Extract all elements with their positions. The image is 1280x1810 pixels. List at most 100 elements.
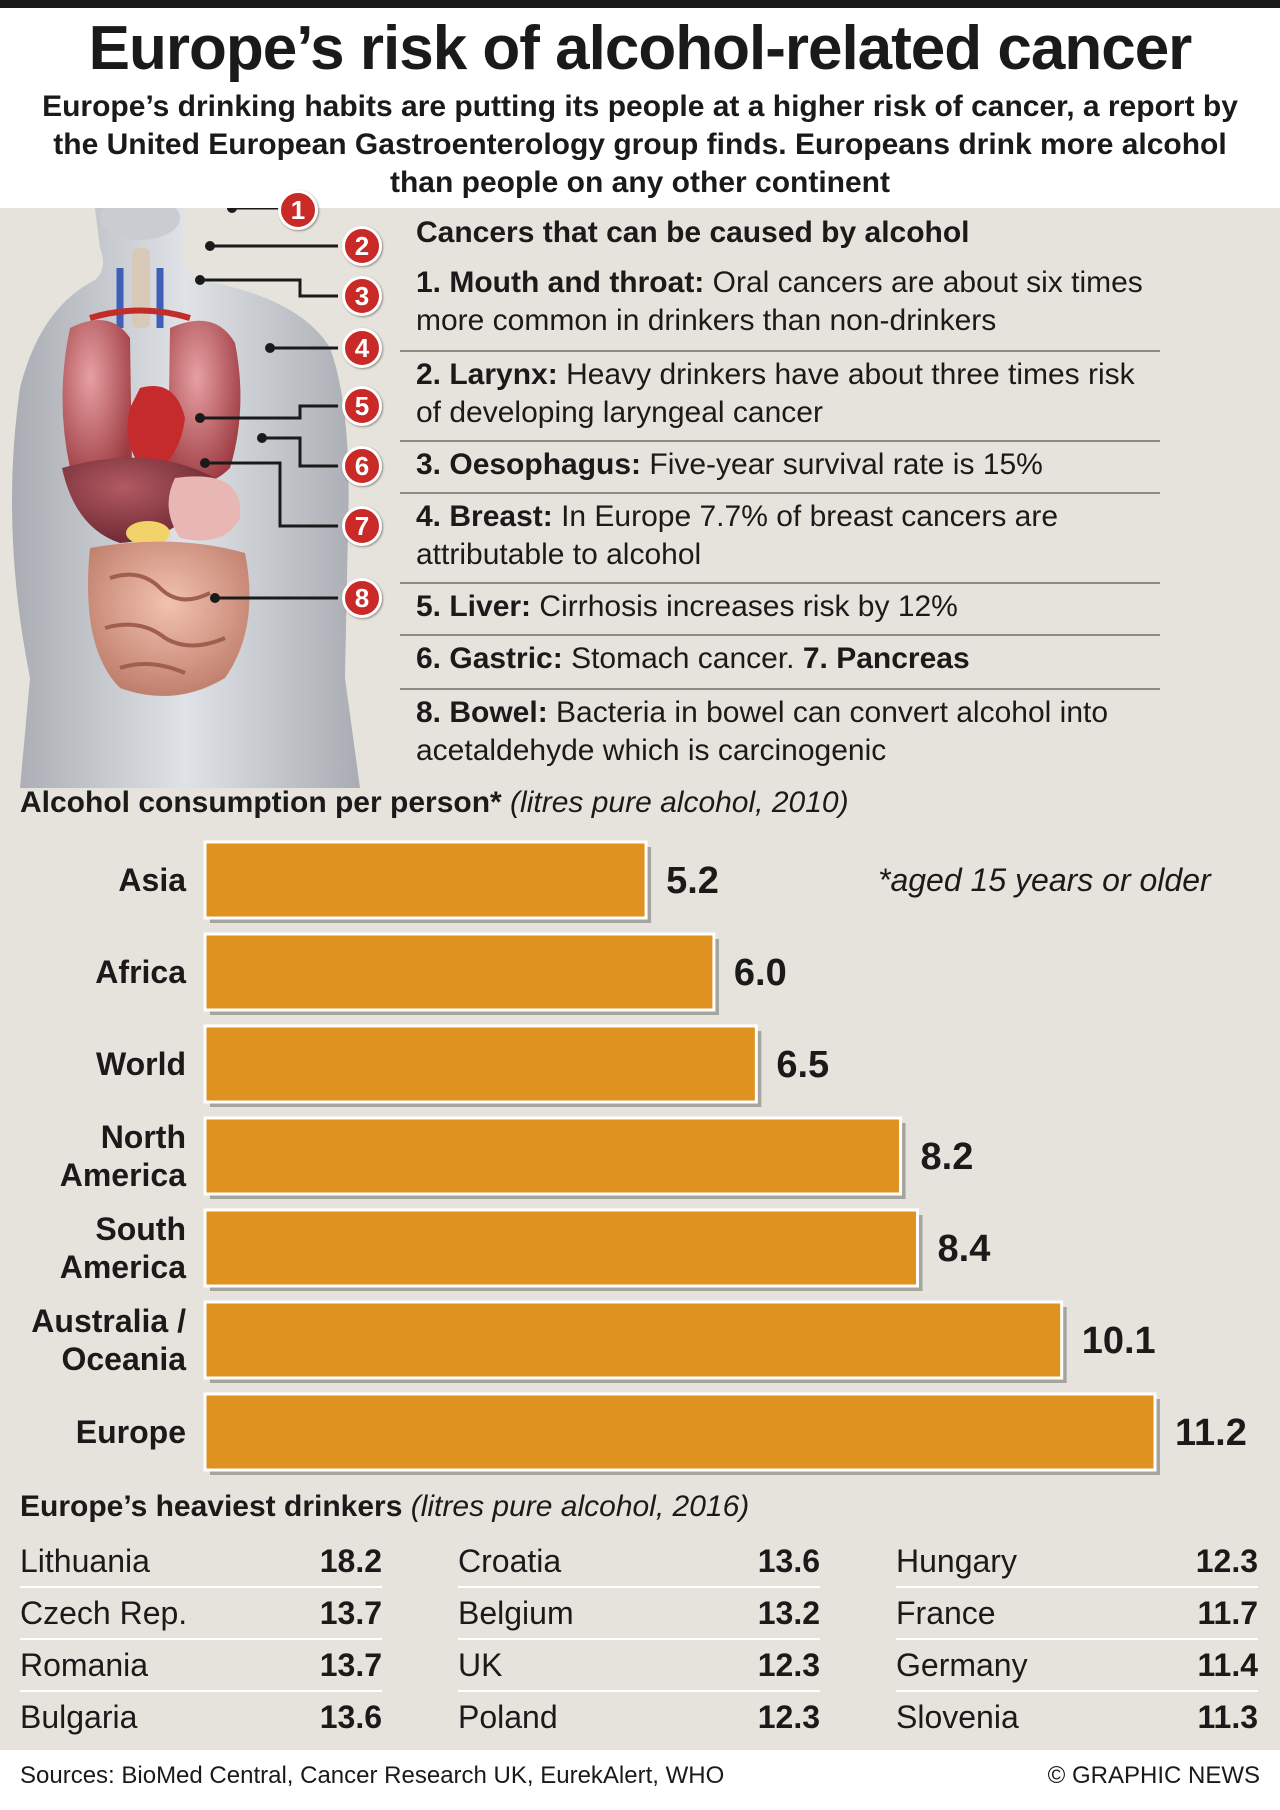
country-value: 13.6: [319, 1699, 382, 1735]
cancer-label: 3. Oesophagus:: [416, 448, 642, 481]
drinkers-column-1: Lithuania 18.2 Czech Rep. 13.7 Romania 13.7…: [20, 1536, 382, 1744]
cancer-item-breast: 4. Breast: In Europe 7.7% of breast canc…: [400, 498, 1160, 584]
marker-2: 2: [342, 226, 382, 266]
chart-footnote: *aged 15 years or older: [878, 862, 1211, 898]
body-figure: [12, 196, 360, 788]
category-label: Europe: [76, 1414, 186, 1450]
category-label: America: [60, 1249, 187, 1285]
marker-7: 7: [342, 506, 382, 546]
cancer-label: 5. Liver:: [416, 590, 532, 623]
country-name: Lithuania: [20, 1543, 150, 1579]
country-name: Belgium: [458, 1595, 574, 1631]
marker-4: 4: [342, 328, 382, 368]
table-units: (litres pure alcohol, 2016): [410, 1490, 750, 1523]
cancer-item-larynx: 2. Larynx: Heavy drinkers have about thr…: [400, 356, 1160, 442]
chart-units: (litres pure alcohol, 2010): [510, 786, 849, 819]
page-title: Europe’s risk of alcohol-related cancer: [88, 14, 1193, 83]
bar-value-label: 6.5: [776, 1044, 829, 1086]
bar-value-label: 11.2: [1175, 1412, 1247, 1454]
cancer-item-bowel: 8. Bowel: Bacteria in bowel can convert …: [400, 694, 1160, 780]
cancer-item-mouth: 1. Mouth and throat: Oral cancers are ab…: [400, 264, 1160, 352]
country-name: Slovenia: [896, 1699, 1019, 1735]
marker-1: 1: [278, 190, 318, 230]
bar: [203, 1116, 903, 1196]
country-value: 12.3: [1195, 1543, 1258, 1579]
category-label: North: [101, 1119, 186, 1155]
arteries-shape: [89, 307, 191, 321]
country-name: UK: [458, 1647, 503, 1683]
cancer-label: 8. Bowel:: [416, 696, 548, 729]
intestines-shape: [88, 541, 250, 696]
country-name: Hungary: [896, 1543, 1017, 1579]
table-row: Poland 12.3: [458, 1692, 820, 1744]
table-row: Slovenia 11.3: [896, 1692, 1258, 1744]
cancer-item-liver: 5. Liver: Cirrhosis increases risk by 12…: [400, 588, 1160, 636]
country-value: 13.6: [757, 1543, 820, 1579]
cancer-text: Stomach cancer.: [562, 642, 803, 675]
cancer-label: 1. Mouth and throat:: [416, 266, 705, 299]
pancreas-shape: [126, 521, 170, 545]
sources-note: Sources: BioMed Central, Cancer Research…: [20, 1762, 725, 1789]
country-name: Romania: [20, 1647, 149, 1683]
table-heading: Europe’s heaviest drinkers (litres pure …: [20, 1490, 749, 1524]
country-value: 11.3: [1197, 1699, 1258, 1735]
category-label: America: [60, 1157, 187, 1193]
consumption-bar-chart: 5.2Asia6.0Africa6.5World8.2NorthAmerica8…: [31, 840, 1247, 1475]
bar-value-label: 6.0: [734, 952, 787, 994]
bar: [203, 1300, 1064, 1380]
country-value: 11.7: [1197, 1595, 1258, 1631]
table-row: Romania 13.7: [20, 1640, 382, 1692]
marker-8: 8: [342, 578, 382, 618]
marker-3: 3: [342, 276, 382, 316]
table-row: UK 12.3: [458, 1640, 820, 1692]
category-label: South: [95, 1211, 186, 1247]
heart-shape: [127, 386, 185, 478]
marker-6: 6: [342, 446, 382, 486]
table-row: Lithuania 18.2: [20, 1536, 382, 1588]
table-row: Germany 11.4: [896, 1640, 1258, 1692]
table-row: Czech Rep. 13.7: [20, 1588, 382, 1640]
country-value: 12.3: [757, 1647, 820, 1683]
left-lung-shape: [62, 320, 132, 483]
bar: [203, 1208, 919, 1288]
cancer-text: Heavy drinkers have about three times ri…: [416, 358, 1135, 429]
cancer-label: 4. Breast:: [416, 500, 553, 533]
leader-lines: [200, 206, 338, 600]
right-lung-shape: [168, 320, 241, 483]
marker-5: 5: [342, 386, 382, 426]
table-row: France 11.7: [896, 1588, 1258, 1640]
category-label: World: [96, 1046, 186, 1082]
bar: [203, 840, 648, 920]
cancer-list-heading: Cancers that can be caused by alcohol: [416, 216, 970, 249]
bar: [203, 1024, 758, 1104]
table-row: Bulgaria 13.6: [20, 1692, 382, 1744]
bar-value-label: 5.2: [666, 860, 719, 902]
bar-value-label: 8.4: [938, 1228, 991, 1270]
cancer-text: Bacteria in bowel can convert alcohol in…: [416, 696, 1109, 767]
table-row: Croatia 13.6: [458, 1536, 820, 1588]
category-label: Asia: [118, 862, 186, 898]
country-value: 11.4: [1197, 1647, 1258, 1683]
leader-dots: [195, 203, 275, 603]
category-label: Africa: [95, 954, 186, 990]
page-subtitle: Europe’s drinking habits are putting its…: [42, 90, 1238, 199]
bar: [203, 932, 716, 1012]
bar-value-label: 10.1: [1082, 1320, 1156, 1362]
cancer-label: 2. Larynx:: [416, 358, 558, 391]
credit-note: © GRAPHIC NEWS: [1047, 1762, 1260, 1789]
cancer-text: Oral cancers are about six times more co…: [416, 266, 1143, 337]
cancer-item-gastric: 6. Gastric: Stomach cancer. 7. Pancreas: [400, 640, 1160, 690]
cancer-item-oesophagus: 3. Oesophagus: Five-year survival rate i…: [400, 446, 1160, 494]
table-row: Belgium 13.2: [458, 1588, 820, 1640]
country-name: Croatia: [458, 1543, 562, 1579]
country-name: Poland: [458, 1699, 558, 1735]
drinkers-column-2: Croatia 13.6 Belgium 13.2 UK 12.3 Poland 12.…: [458, 1536, 820, 1744]
table-title: Europe’s heaviest drinkers: [20, 1490, 403, 1523]
country-value: 13.7: [319, 1647, 382, 1683]
cancer-text: Five-year survival rate is 15%: [641, 448, 1043, 481]
category-label: Australia /: [31, 1303, 186, 1339]
country-name: Germany: [896, 1647, 1028, 1683]
table-row: Hungary 12.3: [896, 1536, 1258, 1588]
top-rule: [0, 0, 1280, 8]
country-name: Czech Rep.: [20, 1595, 188, 1631]
